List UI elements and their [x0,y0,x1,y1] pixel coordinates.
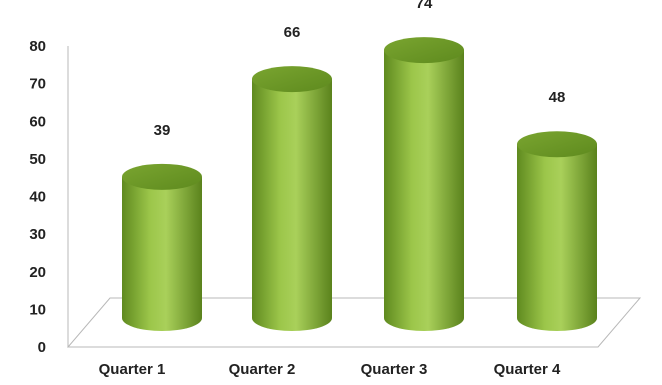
category-label: Quarter 4 [494,361,561,378]
data-label: 74 [416,0,433,12]
y-axis-ticks: 0 10 20 30 40 50 60 70 80 [29,38,46,356]
bar-top [252,66,332,93]
data-label: 66 [284,24,301,41]
bar-body [384,50,464,332]
category-label: Quarter 2 [229,361,296,378]
y-tick-label: 70 [29,76,46,93]
bar [384,37,464,332]
data-label: 48 [549,89,566,106]
data-label: 39 [154,122,171,139]
bar [252,66,332,331]
bars-group [122,37,597,332]
y-tick-label: 10 [29,301,46,318]
bar-top [384,37,464,64]
bar-body [122,176,202,331]
bar-top [122,163,202,190]
bar-top [517,131,597,158]
y-tick-label: 80 [29,38,46,55]
category-label: Quarter 1 [99,361,166,378]
y-tick-label: 60 [29,113,46,130]
data-labels-group: 39 66 74 48 [154,0,566,139]
bar [122,163,202,331]
bar-body [517,144,597,331]
category-labels-group: Quarter 1 Quarter 2 Quarter 3 Quarter 4 [99,361,561,378]
y-tick-label: 30 [29,226,46,243]
y-tick-label: 20 [29,264,46,281]
chart-axes [66,46,642,348]
bar [517,131,597,331]
y-tick-label: 50 [29,151,46,168]
category-label: Quarter 3 [361,361,428,378]
y-tick-label: 40 [29,189,46,206]
y-tick-label: 0 [38,339,46,356]
floor-plane [66,297,642,348]
bar-body [252,79,332,331]
